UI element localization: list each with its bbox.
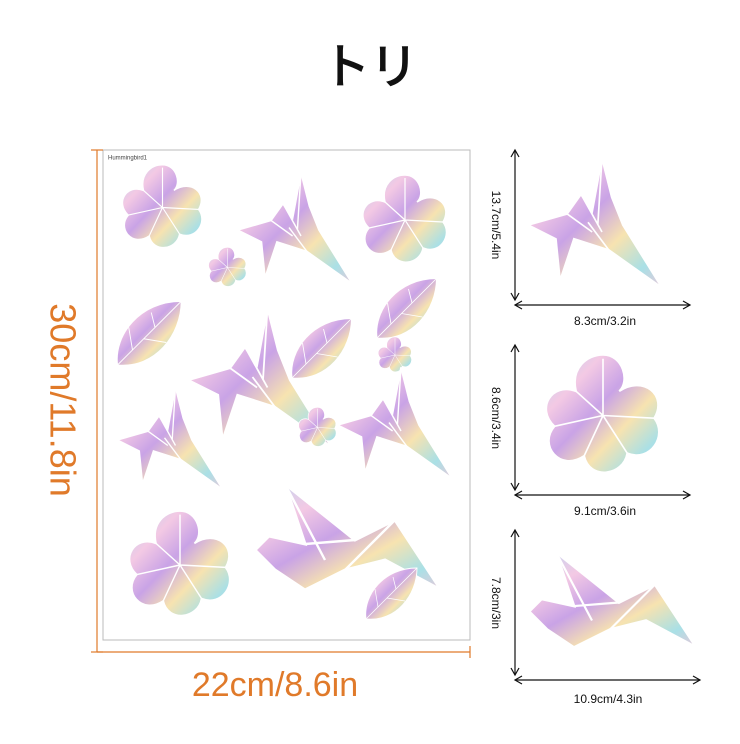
item-height: 7.8cm/3in: [489, 577, 503, 629]
item-image: [527, 550, 698, 650]
item-width: 9.1cm/3.6in: [574, 504, 636, 518]
item-height: 8.6cm/3.4in: [489, 387, 503, 449]
item-width: 10.9cm/4.3in: [574, 692, 643, 706]
sheet-dimension-lines: [91, 149, 471, 658]
sheet-label: Hummingbird1: [108, 156, 148, 162]
item-image: [526, 156, 664, 290]
item-height: 13.7cm/5.4in: [489, 191, 503, 260]
item-image: [545, 353, 661, 474]
sheet-height: 30cm/11.8in: [42, 303, 83, 496]
item-width: 8.3cm/3.2in: [574, 314, 636, 328]
item-dimension-lines: [510, 148, 702, 685]
sheet-width: 22cm/8.6in: [192, 666, 358, 704]
title: トリ: [322, 39, 418, 95]
